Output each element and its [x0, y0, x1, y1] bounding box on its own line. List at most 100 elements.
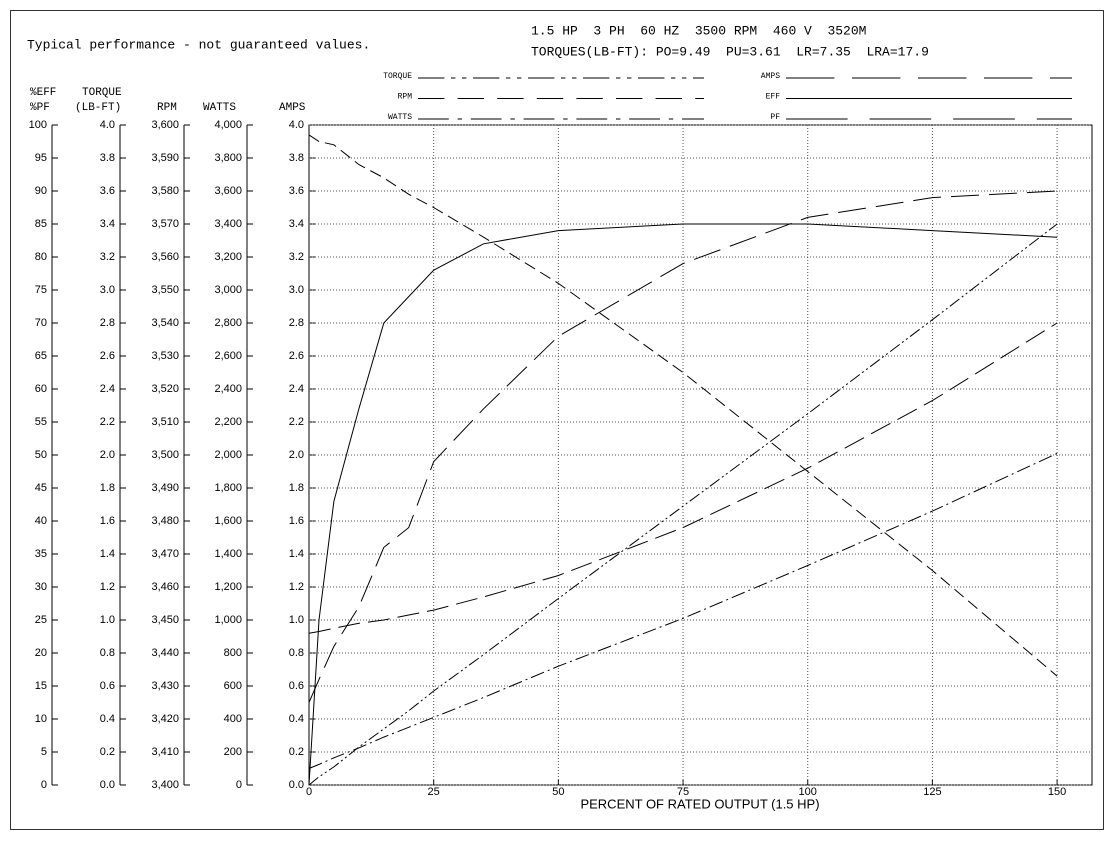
- y-tick-label: 0.6: [100, 680, 115, 692]
- y-tick-label: 90: [35, 185, 47, 197]
- y-tick-label: 0.0: [289, 779, 304, 791]
- y-tick-label: 3,560: [151, 251, 179, 263]
- x-tick-label: 150: [1048, 786, 1066, 798]
- y-tick-label: 0.4: [289, 713, 304, 725]
- y-tick-label: 3.2: [289, 251, 304, 263]
- y-tick-label: 3.6: [100, 185, 115, 197]
- y-tick-label: 3,460: [151, 581, 179, 593]
- y-tick-label: 3,400: [214, 218, 242, 230]
- y-tick-label: 4,000: [214, 119, 242, 131]
- x-tick-label: 25: [428, 786, 440, 798]
- y-tick-label: 3,200: [214, 251, 242, 263]
- y-tick-label: 2.4: [289, 383, 304, 395]
- y-tick-label: 3,450: [151, 614, 179, 626]
- x-tick-label: 100: [799, 786, 817, 798]
- y-tick-label: 2.6: [100, 350, 115, 362]
- y-tick-label: 2.0: [289, 449, 304, 461]
- y-tick-label: 3,520: [151, 383, 179, 395]
- y-tick-label: 2,200: [214, 416, 242, 428]
- legend-label: PF: [770, 113, 780, 122]
- y-axis-label: %EFF: [30, 87, 56, 99]
- y-tick-label: 80: [35, 251, 47, 263]
- y-tick-label: 3,410: [151, 746, 179, 758]
- y-tick-label: 15: [35, 680, 47, 692]
- y-tick-label: 800: [224, 647, 242, 659]
- y-tick-label: 40: [35, 515, 47, 527]
- y-tick-label: 3,510: [151, 416, 179, 428]
- series-line: [308, 134, 1058, 677]
- y-tick-label: 3,570: [151, 218, 179, 230]
- x-tick-label: 50: [552, 786, 564, 798]
- y-tick-label: 75: [35, 284, 47, 296]
- y-tick-label: 2,800: [214, 317, 242, 329]
- y-tick-label: 3,530: [151, 350, 179, 362]
- y-tick-label: 3,590: [151, 152, 179, 164]
- y-tick-label: 3.0: [289, 284, 304, 296]
- y-tick-label: 1.8: [289, 482, 304, 494]
- y-tick-label: 1.8: [100, 482, 115, 494]
- y-tick-label: 0: [236, 779, 242, 791]
- y-tick-label: 45: [35, 482, 47, 494]
- y-tick-label: 1,000: [214, 614, 242, 626]
- y-axis-label: RPM: [157, 102, 177, 114]
- frame: [10, 10, 1104, 830]
- y-tick-label: 0.2: [289, 746, 304, 758]
- y-tick-label: 3,600: [151, 119, 179, 131]
- y-tick-label: 1.0: [100, 614, 115, 626]
- y-tick-label: 200: [224, 746, 242, 758]
- y-tick-label: 3.2: [100, 251, 115, 263]
- legend-label: RPM: [398, 93, 413, 102]
- y-tick-label: 0.8: [289, 647, 304, 659]
- y-tick-label: 3,400: [151, 779, 179, 791]
- y-tick-label: 1,200: [214, 581, 242, 593]
- y-tick-label: 0.2: [100, 746, 115, 758]
- y-tick-label: 1,400: [214, 548, 242, 560]
- y-tick-label: 2.0: [100, 449, 115, 461]
- y-tick-label: 3.0: [100, 284, 115, 296]
- series-line: [308, 223, 1058, 786]
- y-tick-label: 3,000: [214, 284, 242, 296]
- y-tick-label: 25: [35, 614, 47, 626]
- legend-label: TORQUE: [383, 72, 412, 81]
- y-tick-label: 1.2: [289, 581, 304, 593]
- x-axis-label: PERCENT OF RATED OUTPUT (1.5 HP): [580, 796, 819, 811]
- y-tick-label: 10: [35, 713, 47, 725]
- y-tick-label: 0: [41, 779, 47, 791]
- y-tick-label: 1.6: [289, 515, 304, 527]
- y-tick-label: 3,500: [151, 449, 179, 461]
- y-tick-label: 2.4: [100, 383, 115, 395]
- y-tick-label: 3,490: [151, 482, 179, 494]
- y-tick-label: 55: [35, 416, 47, 428]
- y-tick-label: 20: [35, 647, 47, 659]
- x-tick-label: 0: [306, 786, 312, 798]
- y-tick-label: 3.4: [100, 218, 115, 230]
- y-tick-label: 3,480: [151, 515, 179, 527]
- series-line: [308, 452, 1058, 769]
- y-tick-label: 4.0: [100, 119, 115, 131]
- y-tick-label: 3,430: [151, 680, 179, 692]
- legend-label: AMPS: [761, 72, 780, 81]
- y-tick-label: 100: [29, 119, 47, 131]
- y-tick-label: 1.4: [289, 548, 304, 560]
- y-tick-label: 0.6: [289, 680, 304, 692]
- y-axis-label: WATTS: [203, 102, 236, 114]
- y-tick-label: 1.2: [100, 581, 115, 593]
- y-tick-label: 3.8: [100, 152, 115, 164]
- y-tick-label: 3,420: [151, 713, 179, 725]
- y-axis-label: TORQUE: [82, 87, 122, 99]
- y-tick-label: 65: [35, 350, 47, 362]
- y-tick-label: 2.8: [289, 317, 304, 329]
- y-tick-label: 0.8: [100, 647, 115, 659]
- y-tick-label: 0.4: [100, 713, 115, 725]
- y-tick-label: 3,580: [151, 185, 179, 197]
- y-tick-label: 1.0: [289, 614, 304, 626]
- chart-subtitle: TORQUES(LB-FT): PO=9.49 PU=3.61 LR=7.35 …: [531, 44, 929, 59]
- y-tick-label: 4.0: [289, 119, 304, 131]
- y-tick-label: 2,600: [214, 350, 242, 362]
- y-tick-label: 85: [35, 218, 47, 230]
- series-line: [308, 322, 1058, 634]
- note: Typical performance - not guaranteed val…: [27, 37, 370, 52]
- y-tick-label: 3,550: [151, 284, 179, 296]
- y-tick-label: 1,800: [214, 482, 242, 494]
- y-tick-label: 30: [35, 581, 47, 593]
